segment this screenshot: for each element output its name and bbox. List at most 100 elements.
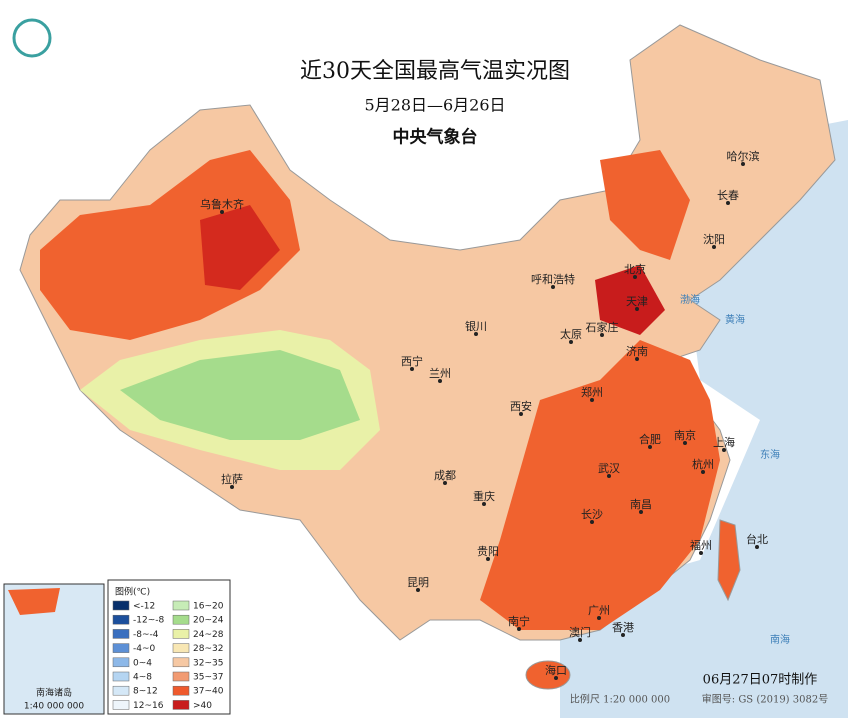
hot-core-beijing (595, 265, 665, 335)
city-label: 重庆 (473, 489, 495, 503)
sea-label: 南海 (770, 633, 790, 646)
inset-label: 南海诸岛 (36, 687, 72, 699)
taiwan (717, 519, 741, 602)
sea (560, 120, 848, 718)
city-label: 沈阳 (703, 232, 725, 246)
city-label: 成都 (434, 469, 456, 482)
city-label: 石家庄 (586, 320, 619, 334)
city-label: 长沙 (581, 508, 603, 521)
city-label: 香港 (612, 621, 634, 634)
city-dot (621, 633, 625, 637)
city-dot (482, 502, 486, 506)
legend-swatch (112, 614, 130, 625)
legend-label: -4~0 (133, 644, 156, 654)
legend-label: -8~-4 (133, 630, 159, 640)
city-label: 合肥 (639, 432, 661, 446)
city-label: 杭州 (692, 457, 714, 471)
city-dot (639, 510, 643, 514)
city-label: 上海 (713, 435, 735, 449)
city-label: 南京 (674, 428, 696, 442)
legend-label: 0~4 (133, 658, 152, 668)
legend-label: 20~24 (193, 616, 224, 626)
city-dot (220, 210, 224, 214)
city-label: 昆明 (407, 576, 429, 589)
city-dot (590, 520, 594, 524)
inset-scale: 1:40 000 000 (24, 702, 85, 712)
city-dot (648, 445, 652, 449)
legend-swatch (172, 671, 190, 682)
legend-swatch (172, 614, 190, 625)
city-dot (438, 379, 442, 383)
city-dot (443, 481, 447, 485)
city-label: 拉萨 (221, 472, 243, 486)
logo (12, 18, 52, 58)
footer-scale: 比例尺 1:20 000 000 (570, 693, 670, 706)
legend-label: >40 (193, 701, 212, 711)
agency: 中央气象台 (393, 127, 478, 148)
hot-region-xinjiang (40, 150, 300, 340)
title: 近30天全国最高气温实况图 (300, 59, 570, 84)
city-dot (554, 676, 558, 680)
city-label: 台北 (746, 532, 768, 546)
city-label: 兰州 (429, 367, 451, 380)
city-dot (701, 470, 705, 474)
legend-label: 12~16 (133, 701, 164, 711)
legend: <-12 -12~-8 -8~-4 -4~0 0~4 4~8 8~12 12~16 16~20 2… (112, 600, 224, 711)
legend-swatch (172, 643, 190, 653)
legend-label: 4~8 (133, 673, 152, 683)
city-label: 西宁 (401, 354, 423, 368)
inset-land (8, 588, 60, 615)
city-dot (755, 545, 759, 549)
city-dot (578, 638, 582, 642)
legend-swatch (112, 600, 130, 611)
legend-label: 37~40 (193, 687, 224, 697)
subtitle: 5月28日—6月26日 (364, 96, 505, 115)
city-label: 海口 (545, 663, 567, 677)
city-label: 乌鲁木齐 (200, 197, 244, 211)
city-dot (517, 627, 521, 631)
city-label: 呼和浩特 (531, 272, 575, 286)
city-dot (726, 201, 730, 205)
footer-made: 06月27日07时制作 (703, 673, 818, 688)
city-label: 太原 (560, 328, 582, 341)
city-dot (230, 485, 234, 489)
city-label: 天津 (626, 295, 648, 308)
city-dot (635, 357, 639, 361)
city-dot (712, 245, 716, 249)
city-label: 广州 (588, 604, 610, 617)
city-label: 银川 (465, 319, 487, 333)
hot-core-xinjiang (200, 205, 280, 290)
legend-label: 24~28 (193, 630, 224, 640)
city-dot (590, 398, 594, 402)
sea-label: 黄海 (725, 313, 745, 326)
city-dot (597, 616, 601, 620)
legend-swatch (172, 700, 190, 710)
city-label: 济南 (626, 344, 648, 358)
city-label: 贵阳 (477, 545, 499, 558)
city-dot (486, 557, 490, 561)
city-dot (741, 162, 745, 166)
legend-label: <-12 (133, 602, 155, 612)
city-dot (633, 275, 637, 279)
city-dot (416, 588, 420, 592)
sea-label: 渤海 (680, 293, 700, 306)
legend-swatch (112, 700, 130, 710)
city-label: 福州 (690, 538, 712, 552)
hot-region-north (600, 150, 690, 260)
city-dot (683, 441, 687, 445)
legend-swatch (112, 643, 130, 653)
legend-swatch (172, 629, 190, 639)
cool-region-qinghai (120, 350, 360, 440)
legend-swatch (112, 671, 130, 682)
city-label: 郑州 (581, 385, 603, 399)
legend-swatch (172, 600, 190, 611)
hainan (525, 660, 571, 690)
city-label: 武汉 (598, 462, 620, 475)
legend-label: 8~12 (133, 687, 158, 697)
city-dot (607, 474, 611, 478)
legend-label: 16~20 (193, 602, 224, 612)
city-dot (551, 285, 555, 289)
